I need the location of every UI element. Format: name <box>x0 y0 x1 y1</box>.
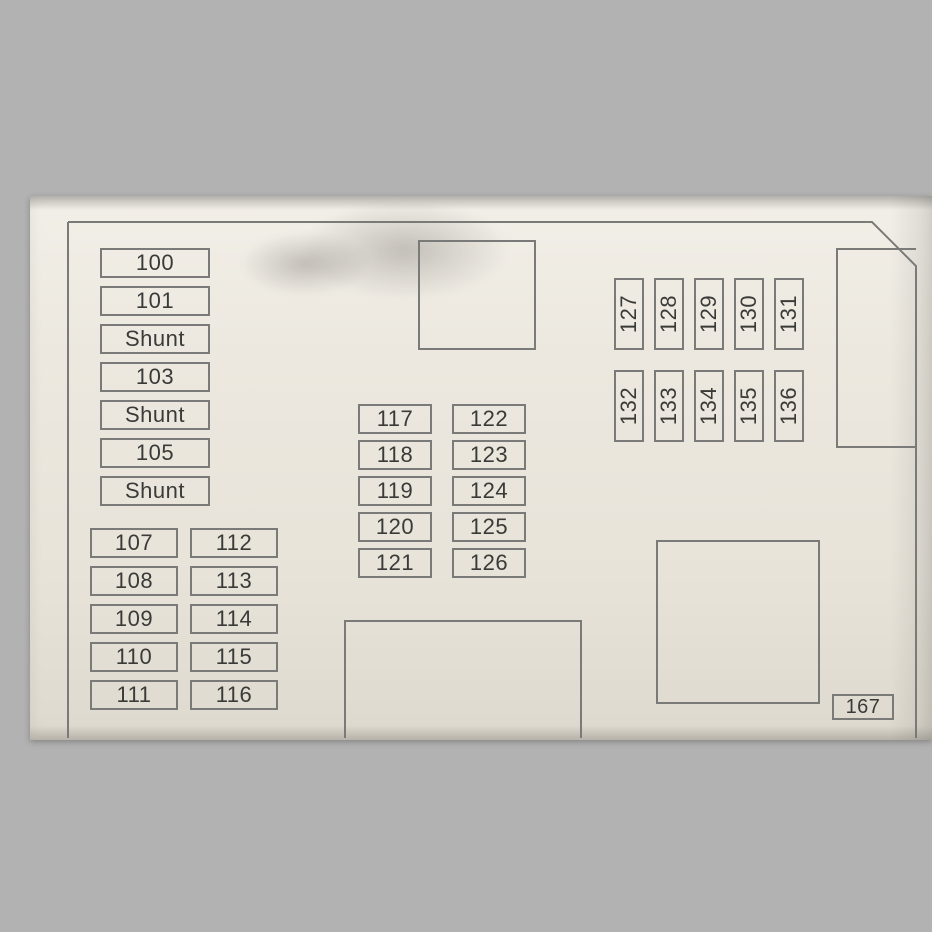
fuse-slot-103: 103 <box>100 362 210 392</box>
fuse-slot-167: 167 <box>832 694 894 720</box>
fuse-slot-shunt-1: Shunt <box>100 324 210 354</box>
fuse-slot-136: 136 <box>774 370 804 442</box>
relay-bottom-right <box>656 540 820 704</box>
fuse-slot-135: 135 <box>734 370 764 442</box>
fuse-slot-127: 127 <box>614 278 644 350</box>
fuse-slot-113: 113 <box>190 566 278 596</box>
fuse-slot-123: 123 <box>452 440 526 470</box>
fuse-slot-111: 111 <box>90 680 178 710</box>
diagram-card: 100 101 Shunt 103 Shunt 105 Shunt 107 10… <box>30 196 932 740</box>
fuse-slot-132: 132 <box>614 370 644 442</box>
card-top-shadow <box>30 196 932 210</box>
fuse-slot-122: 122 <box>452 404 526 434</box>
fuse-slot-112: 112 <box>190 528 278 558</box>
fuse-slot-118: 118 <box>358 440 432 470</box>
fuse-slot-116: 116 <box>190 680 278 710</box>
relay-top-right <box>836 248 916 448</box>
fuse-slot-130: 130 <box>734 278 764 350</box>
fuse-slot-108: 108 <box>90 566 178 596</box>
fuse-slot-107: 107 <box>90 528 178 558</box>
fuse-slot-shunt-2: Shunt <box>100 400 210 430</box>
fuse-slot-124: 124 <box>452 476 526 506</box>
fuse-slot-100: 100 <box>100 248 210 278</box>
fuse-slot-109: 109 <box>90 604 178 634</box>
fuse-slot-134: 134 <box>694 370 724 442</box>
fuse-slot-101: 101 <box>100 286 210 316</box>
fuse-slot-129: 129 <box>694 278 724 350</box>
fuse-slot-110: 110 <box>90 642 178 672</box>
fuse-slot-115: 115 <box>190 642 278 672</box>
fuse-slot-shunt-3: Shunt <box>100 476 210 506</box>
fuse-slot-121: 121 <box>358 548 432 578</box>
fuse-slot-119: 119 <box>358 476 432 506</box>
fuse-slot-131: 131 <box>774 278 804 350</box>
fuse-slot-120: 120 <box>358 512 432 542</box>
fuse-slot-105: 105 <box>100 438 210 468</box>
relay-bottom-center <box>344 620 582 738</box>
relay-top-center <box>418 240 536 350</box>
fuse-slot-128: 128 <box>654 278 684 350</box>
fuse-slot-125: 125 <box>452 512 526 542</box>
fuse-slot-126: 126 <box>452 548 526 578</box>
fuse-slot-117: 117 <box>358 404 432 434</box>
fuse-slot-114: 114 <box>190 604 278 634</box>
fuse-slot-133: 133 <box>654 370 684 442</box>
